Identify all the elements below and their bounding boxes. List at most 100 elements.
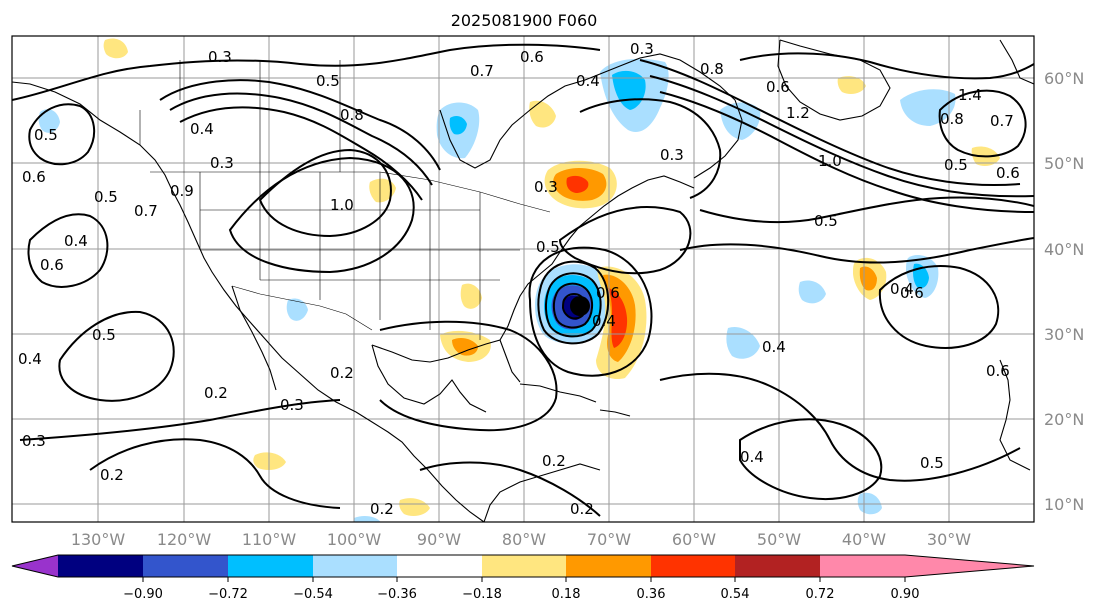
contour-label: 0.5 [920, 454, 944, 472]
africa-coast [999, 359, 1031, 471]
contour-label: 0.4 [592, 312, 616, 330]
lat-label-40: 40°N [1044, 240, 1084, 259]
hurricane-contour [544, 272, 602, 338]
contour-label: 0.5 [94, 188, 118, 206]
colorbar-segment [58, 555, 143, 577]
colorbar-tick-label: −0.18 [462, 587, 502, 602]
lon-label-30: 30°W [927, 530, 971, 549]
contour-label: 0.6 [596, 284, 620, 302]
contour-label: 0.4 [64, 232, 88, 250]
lon-label-100: 100°W [327, 530, 382, 549]
colorbar-tick-label: −0.72 [208, 587, 248, 602]
gulf-atlantic-coast [371, 175, 695, 363]
contour-lines [12, 43, 1034, 517]
colorbar-segment [228, 555, 313, 577]
iceland-europe [999, 39, 1034, 85]
contour-label: 0.4 [18, 350, 42, 368]
contour-label: 0.8 [940, 110, 964, 128]
contour-line [379, 320, 558, 432]
contour-line [228, 156, 415, 274]
contour-label: 0.2 [370, 500, 394, 518]
contour-line [89, 438, 341, 509]
lat-label-20: 20°N [1044, 410, 1084, 429]
contour-label: 0.7 [134, 202, 158, 220]
hispaniola [599, 409, 631, 417]
contour-label: 0.2 [330, 364, 354, 382]
contour-line [258, 148, 392, 238]
mexico-yucatan [371, 344, 487, 413]
contour-label: 0.6 [520, 48, 544, 66]
contour-label: 0.8 [340, 106, 364, 124]
colorbar-tick-label: 0.18 [552, 587, 581, 602]
contour-line [659, 91, 1034, 213]
lat-label-60: 60°N [1044, 69, 1084, 88]
colorbar-segment [566, 555, 651, 577]
contour-label: 0.8 [700, 60, 724, 78]
colorbar-segment [143, 555, 228, 577]
lon-label-90: 90°W [417, 530, 461, 549]
contour-line [739, 52, 1034, 80]
mexico-cold-shade [286, 298, 308, 321]
latitude-labels: 60°N 50°N 40°N 30°N 20°N 10°N [1044, 69, 1084, 514]
contour-label: 0.6 [40, 256, 64, 274]
contour-label: 0.3 [22, 432, 46, 450]
colorbar: −0.90 −0.72 −0.54 −0.36 −0.18 0.18 0.36 … [11, 554, 1035, 602]
greenland-warm-shade [837, 76, 866, 94]
map-panel: 0.3 0.5 0.7 0.6 0.4 0.3 0.8 0.6 1.2 1.4 … [11, 35, 1035, 523]
lon-label-40: 40°W [842, 530, 886, 549]
colorbar-tick-label: 0.90 [891, 587, 920, 602]
contour-line [938, 89, 1027, 158]
contour-label: 1.2 [786, 104, 810, 122]
lon-label-110: 110°W [242, 530, 297, 549]
southeast-warm-shade [460, 283, 482, 309]
contour-line [27, 213, 109, 288]
contour-label: 1.0 [330, 196, 354, 214]
equatorial-warm-shade [399, 498, 430, 516]
contour-line [19, 399, 341, 441]
hurricane-warm-shade-3 [608, 288, 628, 348]
contour-label: 1.4 [958, 86, 982, 104]
longitude-labels: 130°W 120°W 110°W 100°W 90°W 80°W 70°W 6… [71, 530, 971, 549]
colorbar-segment [735, 555, 820, 577]
colorbar-tick-label: −0.90 [123, 587, 163, 602]
arctic-warm-shade [103, 38, 128, 59]
northatl-cold-shade [900, 89, 956, 126]
plains-warm-shade [369, 178, 396, 203]
contour-label: 0.6 [766, 78, 790, 96]
colorbar-segment [651, 555, 735, 577]
hurricane-contour-outer [537, 260, 610, 345]
contour-label: 0.6 [900, 284, 924, 302]
lat-label-30: 30°N [1044, 325, 1084, 344]
graticule [12, 36, 1034, 522]
lat-label-10: 10°N [1044, 495, 1084, 514]
contour-label: 0.2 [570, 500, 594, 518]
lon-label-60: 60°W [672, 530, 716, 549]
contour-label: 0.3 [660, 146, 684, 164]
alaska-cold-shade [38, 109, 60, 133]
figure-title: 2025081900 F060 [451, 11, 598, 30]
baja-california [231, 285, 277, 391]
contour-label: 0.4 [890, 280, 914, 298]
colorbar-segment [397, 555, 482, 577]
lat-label-50: 50°N [1044, 154, 1084, 173]
contour-line [58, 310, 175, 402]
contour-label: 0.3 [630, 40, 654, 58]
contour-label: 0.6 [22, 168, 46, 186]
florida [499, 339, 521, 383]
contour-label: 0.5 [944, 156, 968, 174]
contour-line [679, 237, 1034, 264]
hudson-bay-labrador [439, 53, 743, 179]
pacific-cold-shade [354, 516, 381, 522]
colorbar-tick-label: 0.54 [721, 587, 750, 602]
lon-label-80: 80°W [502, 530, 546, 549]
contour-label: 0.7 [990, 112, 1014, 130]
contour-line [579, 98, 722, 199]
contour-label: 0.5 [316, 72, 340, 90]
contour-label: 0.3 [208, 48, 232, 66]
hudson-cold-core [449, 116, 467, 135]
contour-line [649, 75, 1034, 198]
contour-line [169, 92, 433, 186]
contour-label: 0.6 [986, 362, 1010, 380]
gulf-warm-core [452, 338, 478, 356]
contour-labels: 0.3 0.5 0.7 0.6 0.4 0.3 0.8 0.6 1.2 1.4 … [18, 40, 1020, 518]
